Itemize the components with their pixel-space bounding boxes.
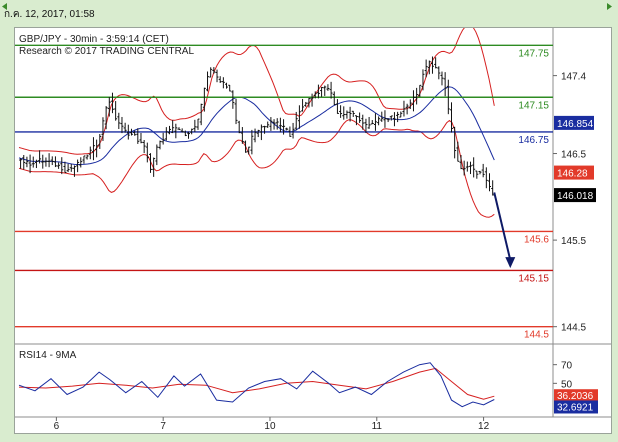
last-price-label: 146.018 — [557, 191, 594, 202]
forecast-arrow — [493, 192, 516, 269]
level-label-4: 145.15 — [518, 273, 549, 284]
x-tick-label-4: 12 — [478, 421, 490, 432]
datetime-label: ก.ค. 12, 2017, 01:58 — [4, 9, 95, 20]
bollinger-middle — [18, 86, 495, 165]
rsi-label: RSI14 - 9MA — [19, 350, 77, 361]
price-tag-box-0 — [554, 115, 594, 130]
bollinger-lower — [18, 119, 495, 218]
y-tick-label-2: 146.5 — [561, 150, 586, 161]
x-ticks: 6 7 10 11 12 — [54, 417, 490, 432]
chart-title: GBP/JPY - 30min - 3:59:14 (CET) — [19, 34, 169, 45]
x-tick-label-2: 10 — [264, 421, 276, 432]
x-tick-label-0: 6 — [54, 421, 60, 432]
rsi-ma-tag-label: 36.2036 — [557, 391, 594, 402]
price-tag-box-1 — [554, 165, 594, 180]
rsi-line — [18, 362, 495, 408]
chart-subtitle: Research © 2017 TRADING CENTRAL — [19, 46, 194, 57]
rsi-ma-tag-box — [554, 389, 598, 403]
level-label-2: 146.75 — [518, 135, 549, 146]
level-label-5: 144.5 — [524, 330, 549, 341]
price-plot-area — [15, 28, 553, 344]
last-price-box — [554, 188, 596, 203]
price-tag-label-1: 146.28 — [557, 169, 588, 180]
x-tick-label-1: 7 — [160, 421, 166, 432]
scroll-left-icon[interactable] — [0, 2, 9, 11]
rsi-ma-line — [18, 367, 495, 400]
rsi-tag-label: 32.6921 — [557, 402, 594, 413]
rsi-tag-box — [554, 400, 598, 414]
price-candles — [19, 56, 495, 196]
rsi-tick-label-1: 50 — [561, 379, 573, 390]
forecast-arrow-head — [505, 257, 516, 269]
price-y-ticks: 144.5 145.5 146.5 147.4 — [553, 72, 586, 334]
x-tick-label-3: 11 — [372, 421, 383, 432]
price-tags: 146.854 146.28 146.018 — [554, 115, 596, 203]
scroll-right-icon[interactable] — [605, 2, 614, 11]
y-tick-label-0: 144.5 — [561, 323, 586, 334]
y-tick-label-3: 147.4 — [561, 72, 586, 83]
price-tag-label-0: 146.854 — [557, 119, 594, 130]
rsi-tick-label-0: 70 — [561, 361, 573, 372]
bollinger-bands — [18, 24, 495, 218]
level-label-0: 147.75 — [518, 48, 549, 59]
y-tick-label-1: 145.5 — [561, 236, 586, 247]
chart-frame: GBP/JPY - 30min - 3:59:14 (CET) Research… — [14, 24, 612, 434]
bollinger-upper — [18, 24, 495, 155]
forecast-arrow-shaft — [493, 192, 512, 261]
level-label-3: 145.6 — [524, 234, 549, 245]
level-label-1: 147.15 — [518, 100, 549, 111]
chart-canvas: GBP/JPY - 30min - 3:59:14 (CET) Research… — [15, 24, 611, 432]
